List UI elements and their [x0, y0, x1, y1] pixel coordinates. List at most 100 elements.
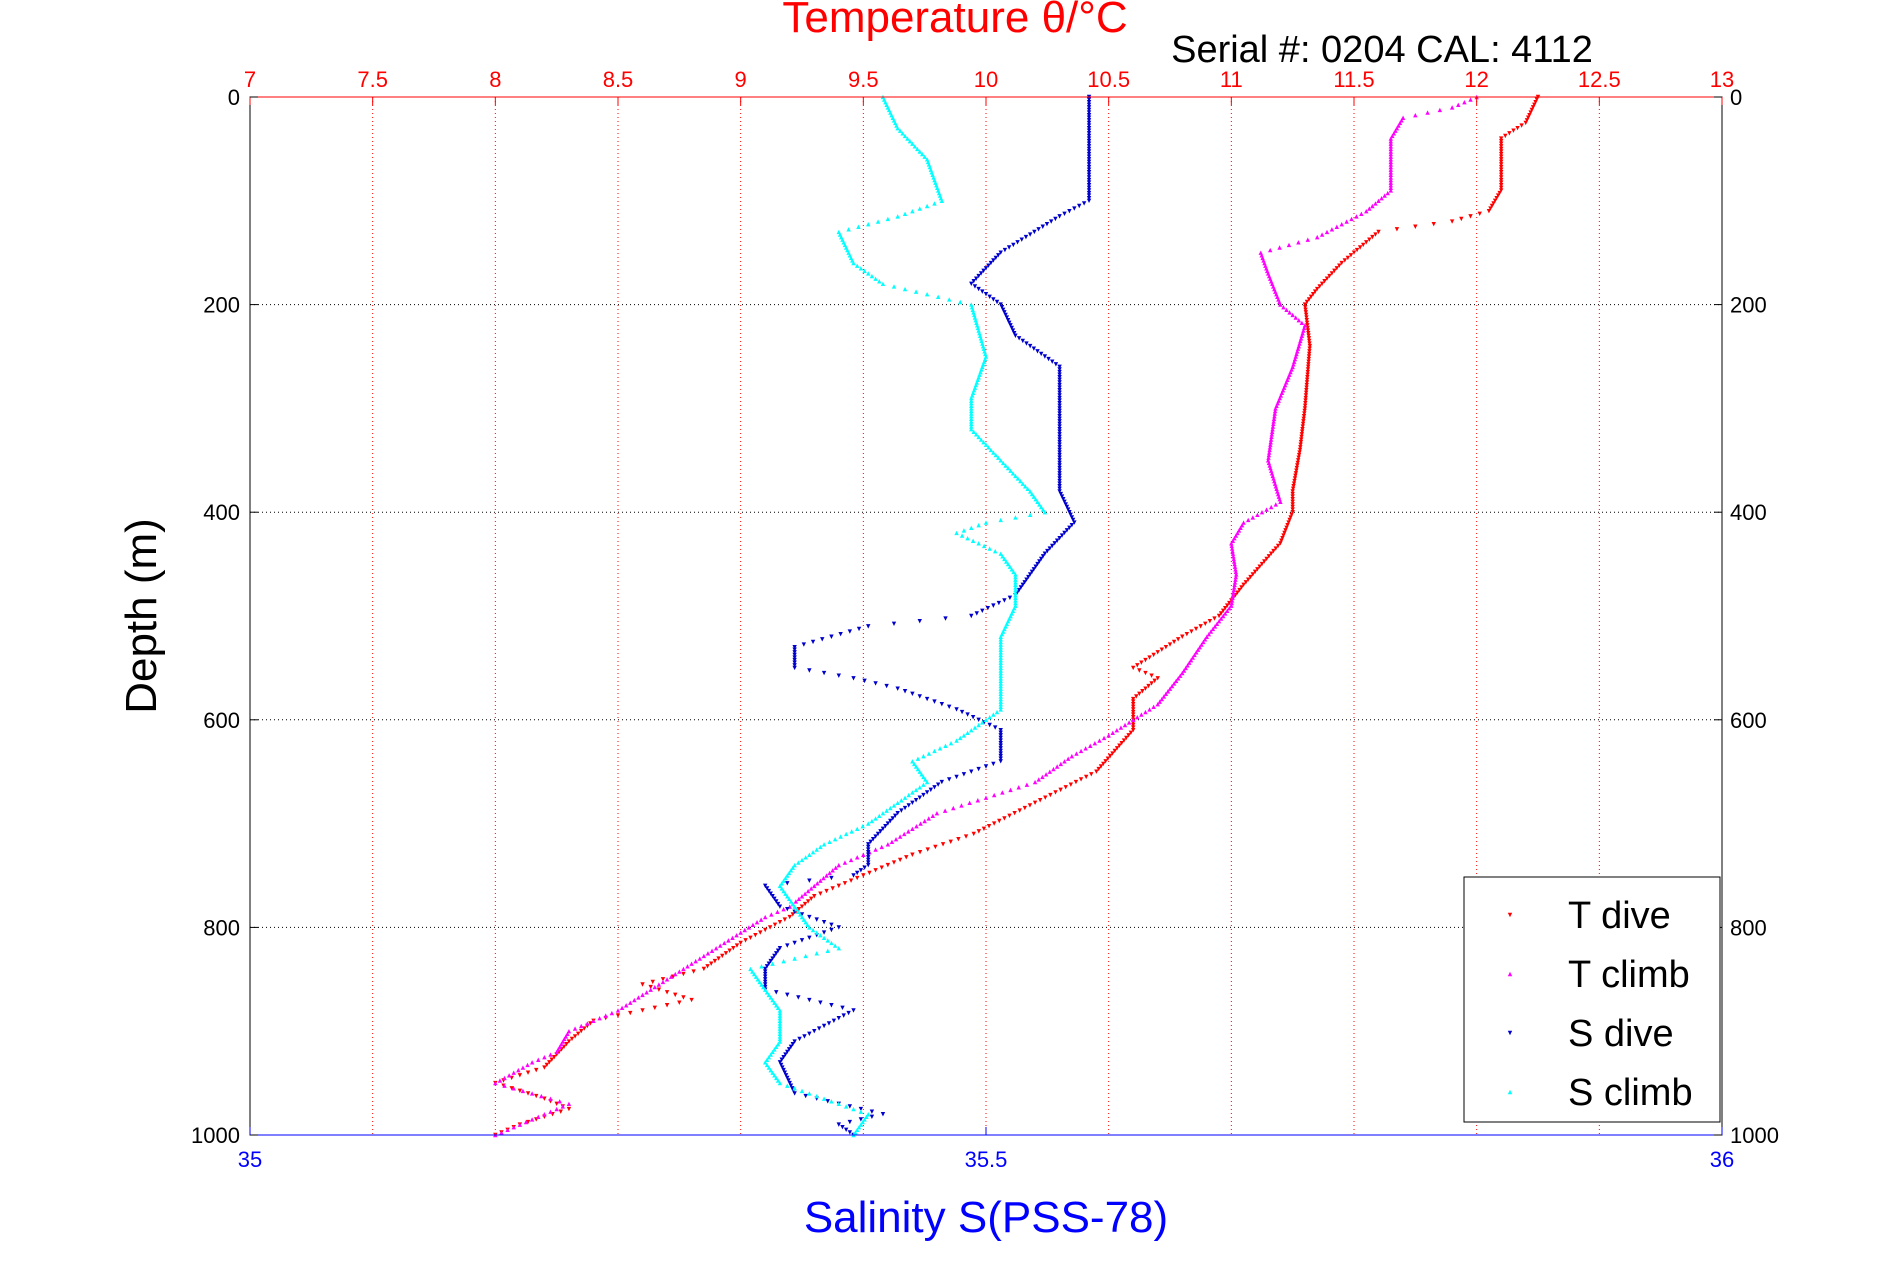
data-point: [851, 1008, 856, 1013]
data-point: [983, 795, 989, 800]
data-point: [985, 606, 991, 611]
data-point: [856, 626, 862, 632]
data-point: [971, 429, 976, 434]
data-point: [1308, 294, 1314, 300]
bottom-tick-label: 35.5: [965, 1147, 1008, 1172]
data-point: [1064, 504, 1070, 510]
data-point: [734, 943, 740, 948]
data-point: [1119, 740, 1124, 746]
data-point: [814, 930, 819, 935]
data-point: [842, 860, 848, 865]
data-point: [1058, 491, 1064, 497]
data-point: [807, 852, 812, 857]
data-point: [947, 777, 952, 782]
data-point: [998, 738, 1003, 743]
data-point: [1065, 507, 1071, 512]
data-point: [1008, 787, 1013, 793]
data-point: [998, 735, 1003, 741]
data-point: [1302, 302, 1308, 307]
data-point: [836, 1016, 841, 1021]
data-point: [1086, 144, 1092, 149]
data-point: [830, 886, 835, 891]
data-point: [1303, 310, 1309, 315]
data-point: [902, 211, 908, 216]
data-point: [998, 727, 1003, 733]
data-point: [1143, 657, 1148, 663]
data-point: [562, 1036, 567, 1042]
data-point: [1229, 600, 1234, 606]
data-point: [840, 1005, 845, 1011]
data-point: [763, 977, 768, 982]
data-point: [860, 1119, 865, 1125]
data-point: [848, 857, 854, 863]
data-point: [1291, 481, 1297, 486]
data-point: [588, 1021, 593, 1026]
data-point: [677, 1000, 682, 1005]
data-point: [891, 621, 897, 626]
data-point: [770, 956, 775, 961]
data-point: [755, 977, 761, 982]
data-point: [866, 844, 871, 850]
data-point: [1110, 730, 1115, 735]
data-point: [917, 785, 922, 790]
data-point: [1499, 154, 1504, 159]
data-point: [917, 206, 922, 211]
data-point: [548, 1109, 553, 1114]
data-point: [1262, 559, 1267, 564]
data-point: [807, 1091, 812, 1096]
data-point: [895, 125, 900, 131]
data-point: [772, 1047, 777, 1052]
data-point: [1269, 551, 1274, 556]
data-point: [1151, 704, 1156, 710]
data-point: [1306, 333, 1311, 338]
data-point: [920, 151, 925, 157]
data-point: [836, 1101, 841, 1107]
data-point: [1012, 330, 1017, 336]
data-point: [976, 829, 982, 834]
data-point: [766, 992, 772, 998]
data-point: [924, 790, 930, 795]
data-point: [969, 416, 974, 421]
data-point: [1456, 102, 1461, 107]
data-point: [779, 881, 784, 886]
data-point: [1267, 445, 1273, 450]
data-point: [1499, 175, 1504, 180]
data-point: [575, 1031, 581, 1036]
data-point: [516, 1067, 521, 1073]
data-point: [998, 458, 1003, 463]
data-point: [1385, 190, 1390, 196]
data-point: [1131, 704, 1136, 710]
data-point: [770, 961, 775, 966]
data-point: [1057, 377, 1062, 383]
data-point: [799, 904, 805, 909]
data-point: [1290, 510, 1295, 515]
data-point: [1286, 520, 1291, 525]
data-point: [1229, 543, 1234, 549]
data-point: [998, 517, 1003, 523]
data-point: [1131, 665, 1136, 671]
data-point: [1232, 561, 1237, 567]
top-tick-label: 12: [1464, 67, 1488, 92]
data-point: [770, 1070, 775, 1075]
data-point: [579, 1023, 584, 1029]
data-point: [1388, 164, 1393, 170]
data-point: [1233, 567, 1238, 572]
data-point: [838, 631, 843, 637]
data-point: [810, 927, 816, 933]
data-point: [1057, 432, 1062, 437]
data-point: [788, 868, 794, 873]
data-point: [983, 266, 989, 271]
data-point: [998, 681, 1003, 686]
data-point: [1271, 419, 1276, 424]
data-point: [788, 899, 794, 904]
data-point: [1037, 798, 1043, 803]
data-point: [1007, 595, 1013, 601]
data-point: [873, 276, 878, 281]
data-point: [1370, 203, 1375, 209]
data-point: [980, 289, 985, 294]
data-point: [774, 1075, 779, 1081]
data-point: [1018, 585, 1024, 590]
data-point: [1266, 455, 1271, 460]
data-point: [525, 1119, 531, 1125]
data-point: [1077, 203, 1082, 209]
